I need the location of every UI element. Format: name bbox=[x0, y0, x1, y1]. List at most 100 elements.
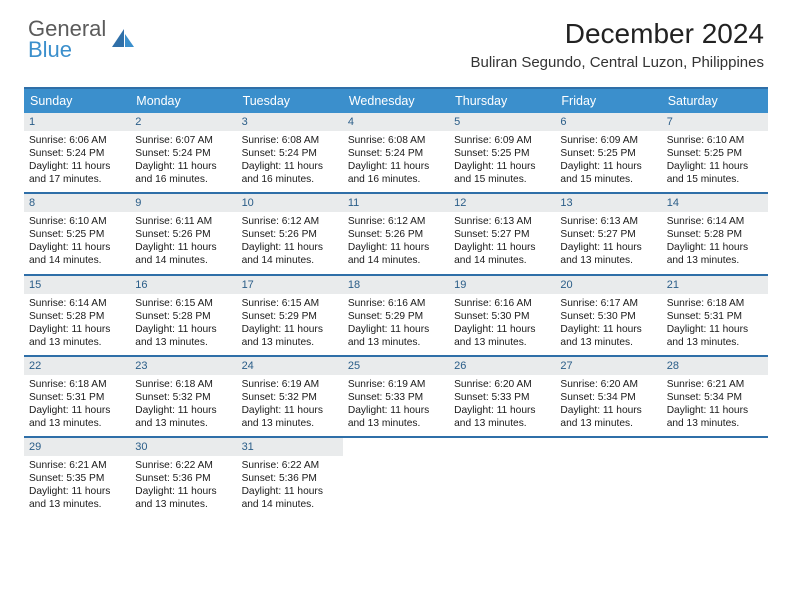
cell-body: Sunrise: 6:18 AMSunset: 5:31 PMDaylight:… bbox=[29, 378, 125, 430]
sunset-text: Sunset: 5:27 PM bbox=[560, 228, 656, 241]
calendar-cell: 15Sunrise: 6:14 AMSunset: 5:28 PMDayligh… bbox=[24, 276, 130, 355]
day-number: 9 bbox=[130, 194, 236, 212]
calendar-cell: 13 Sunrise: 6:13 AMSunset: 5:27 PMDayligh… bbox=[555, 194, 661, 273]
sunrise-text: Sunrise: 6:14 AM bbox=[29, 297, 125, 310]
calendar-grid: Sunday Monday Tuesday Wednesday Thursday… bbox=[24, 87, 768, 517]
calendar-week: 8Sunrise: 6:10 AMSunset: 5:25 PMDaylight… bbox=[24, 194, 768, 275]
daylight-text: Daylight: 11 hours and 16 minutes. bbox=[348, 160, 444, 186]
sunset-text: Sunset: 5:25 PM bbox=[667, 147, 763, 160]
calendar-cell: 29Sunrise: 6:21 AMSunset: 5:35 PMDayligh… bbox=[24, 438, 130, 517]
sunset-text: Sunset: 5:24 PM bbox=[348, 147, 444, 160]
cell-body: Sunrise: 6:18 AMSunset: 5:32 PMDaylight:… bbox=[135, 378, 231, 430]
sunset-text: Sunset: 5:34 PM bbox=[560, 391, 656, 404]
sunrise-text: Sunrise: 6:17 AM bbox=[560, 297, 656, 310]
weeks-container: 1Sunrise: 6:06 AMSunset: 5:24 PMDaylight… bbox=[24, 113, 768, 517]
daylight-text: Daylight: 11 hours and 13 minutes. bbox=[348, 404, 444, 430]
sunset-text: Sunset: 5:32 PM bbox=[242, 391, 338, 404]
cell-body: Sunrise: 6:17 AMSunset: 5:30 PMDaylight:… bbox=[560, 297, 656, 349]
sunset-text: Sunset: 5:36 PM bbox=[135, 472, 231, 485]
sunrise-text: Sunrise: 6:11 AM bbox=[135, 215, 231, 228]
sunset-text: Sunset: 5:25 PM bbox=[29, 228, 125, 241]
calendar-week: 29Sunrise: 6:21 AMSunset: 5:35 PMDayligh… bbox=[24, 438, 768, 517]
cell-body: Sunrise: 6:15 AMSunset: 5:29 PMDaylight:… bbox=[242, 297, 338, 349]
daylight-text: Daylight: 11 hours and 17 minutes. bbox=[29, 160, 125, 186]
calendar-cell: 4 Sunrise: 6:08 AMSunset: 5:24 PMDaylight… bbox=[343, 113, 449, 192]
daylight-text: Daylight: 11 hours and 16 minutes. bbox=[242, 160, 338, 186]
sunset-text: Sunset: 5:35 PM bbox=[29, 472, 125, 485]
title-block: December 2024 Buliran Segundo, Central L… bbox=[470, 18, 764, 71]
day-number: 28 bbox=[662, 357, 768, 375]
day-header-tuesday: Tuesday bbox=[237, 89, 343, 113]
cell-body: Sunrise: 6:11 AMSunset: 5:26 PMDaylight:… bbox=[135, 215, 231, 267]
day-number: 16 bbox=[130, 276, 236, 294]
cell-body: Sunrise: 6:20 AMSunset: 5:34 PMDaylight:… bbox=[560, 378, 656, 430]
calendar-cell: 10Sunrise: 6:12 AMSunset: 5:26 PMDayligh… bbox=[237, 194, 343, 273]
cell-body: Sunrise: 6:08 AMSunset: 5:24 PMDaylight:… bbox=[348, 134, 444, 186]
sunset-text: Sunset: 5:24 PM bbox=[242, 147, 338, 160]
day-header-thursday: Thursday bbox=[449, 89, 555, 113]
daylight-text: Daylight: 11 hours and 13 minutes. bbox=[29, 404, 125, 430]
day-number: 13 bbox=[555, 194, 661, 212]
daylight-text: Daylight: 11 hours and 13 minutes. bbox=[454, 323, 550, 349]
day-number: 12 bbox=[449, 194, 555, 212]
daylight-text: Daylight: 11 hours and 14 minutes. bbox=[242, 241, 338, 267]
calendar-cell: 11Sunrise: 6:12 AMSunset: 5:26 PMDayligh… bbox=[343, 194, 449, 273]
day-number: 18 bbox=[343, 276, 449, 294]
day-headers-row: Sunday Monday Tuesday Wednesday Thursday… bbox=[24, 89, 768, 113]
calendar-cell: 5Sunrise: 6:09 AMSunset: 5:25 PMDaylight… bbox=[449, 113, 555, 192]
daylight-text: Daylight: 11 hours and 13 minutes. bbox=[560, 241, 656, 267]
daylight-text: Daylight: 11 hours and 13 minutes. bbox=[667, 241, 763, 267]
day-header-sunday: Sunday bbox=[24, 89, 130, 113]
page-header: General Blue December 2024 Buliran Segun… bbox=[0, 0, 792, 77]
day-number: 6 bbox=[555, 113, 661, 131]
calendar-cell: 30 Sunrise: 6:22 AMSunset: 5:36 PMDayligh… bbox=[130, 438, 236, 517]
day-number: 5 bbox=[449, 113, 555, 131]
sunrise-text: Sunrise: 6:22 AM bbox=[242, 459, 338, 472]
sunrise-text: Sunrise: 6:21 AM bbox=[667, 378, 763, 391]
sunrise-text: Sunrise: 6:19 AM bbox=[242, 378, 338, 391]
day-number: 19 bbox=[449, 276, 555, 294]
sunrise-text: Sunrise: 6:19 AM bbox=[348, 378, 444, 391]
cell-body: Sunrise: 6:18 AMSunset: 5:31 PMDaylight:… bbox=[667, 297, 763, 349]
cell-body: Sunrise: 6:13 AMSunset: 5:27 PMDaylight:… bbox=[560, 215, 656, 267]
sunset-text: Sunset: 5:34 PM bbox=[667, 391, 763, 404]
daylight-text: Daylight: 11 hours and 14 minutes. bbox=[135, 241, 231, 267]
day-number: 7 bbox=[662, 113, 768, 131]
sunrise-text: Sunrise: 6:15 AM bbox=[242, 297, 338, 310]
cell-body: Sunrise: 6:21 AMSunset: 5:34 PMDaylight:… bbox=[667, 378, 763, 430]
calendar-cell: 8Sunrise: 6:10 AMSunset: 5:25 PMDaylight… bbox=[24, 194, 130, 273]
day-number: 30 bbox=[130, 438, 236, 456]
sunset-text: Sunset: 5:26 PM bbox=[242, 228, 338, 241]
cell-body: Sunrise: 6:07 AMSunset: 5:24 PMDaylight:… bbox=[135, 134, 231, 186]
page-subtitle: Buliran Segundo, Central Luzon, Philippi… bbox=[470, 54, 764, 71]
day-number: 31 bbox=[237, 438, 343, 456]
day-number: 3 bbox=[237, 113, 343, 131]
day-number: 23 bbox=[130, 357, 236, 375]
day-header-monday: Monday bbox=[130, 89, 236, 113]
daylight-text: Daylight: 11 hours and 13 minutes. bbox=[135, 485, 231, 511]
daylight-text: Daylight: 11 hours and 13 minutes. bbox=[242, 323, 338, 349]
cell-body: Sunrise: 6:22 AMSunset: 5:36 PMDaylight:… bbox=[135, 459, 231, 511]
calendar-cell: 31Sunrise: 6:22 AMSunset: 5:36 PMDayligh… bbox=[237, 438, 343, 517]
daylight-text: Daylight: 11 hours and 13 minutes. bbox=[348, 323, 444, 349]
calendar-week: 22Sunrise: 6:18 AMSunset: 5:31 PMDayligh… bbox=[24, 357, 768, 438]
daylight-text: Daylight: 11 hours and 13 minutes. bbox=[29, 485, 125, 511]
day-number: 25 bbox=[343, 357, 449, 375]
daylight-text: Daylight: 11 hours and 13 minutes. bbox=[560, 404, 656, 430]
calendar-cell: 20Sunrise: 6:17 AMSunset: 5:30 PMDayligh… bbox=[555, 276, 661, 355]
daylight-text: Daylight: 11 hours and 14 minutes. bbox=[454, 241, 550, 267]
day-number: 24 bbox=[237, 357, 343, 375]
daylight-text: Daylight: 11 hours and 13 minutes. bbox=[667, 323, 763, 349]
calendar-cell: 23 Sunrise: 6:18 AMSunset: 5:32 PMDayligh… bbox=[130, 357, 236, 436]
calendar-cell: 18Sunrise: 6:16 AMSunset: 5:29 PMDayligh… bbox=[343, 276, 449, 355]
calendar-cell: 9 Sunrise: 6:11 AMSunset: 5:26 PMDaylight… bbox=[130, 194, 236, 273]
sunset-text: Sunset: 5:26 PM bbox=[135, 228, 231, 241]
calendar-cell: 22Sunrise: 6:18 AMSunset: 5:31 PMDayligh… bbox=[24, 357, 130, 436]
calendar-cell: 12 Sunrise: 6:13 AMSunset: 5:27 PMDayligh… bbox=[449, 194, 555, 273]
day-number: 4 bbox=[343, 113, 449, 131]
daylight-text: Daylight: 11 hours and 13 minutes. bbox=[135, 323, 231, 349]
day-number: 14 bbox=[662, 194, 768, 212]
daylight-text: Daylight: 11 hours and 13 minutes. bbox=[667, 404, 763, 430]
day-number: 26 bbox=[449, 357, 555, 375]
cell-body: Sunrise: 6:13 AMSunset: 5:27 PMDaylight:… bbox=[454, 215, 550, 267]
